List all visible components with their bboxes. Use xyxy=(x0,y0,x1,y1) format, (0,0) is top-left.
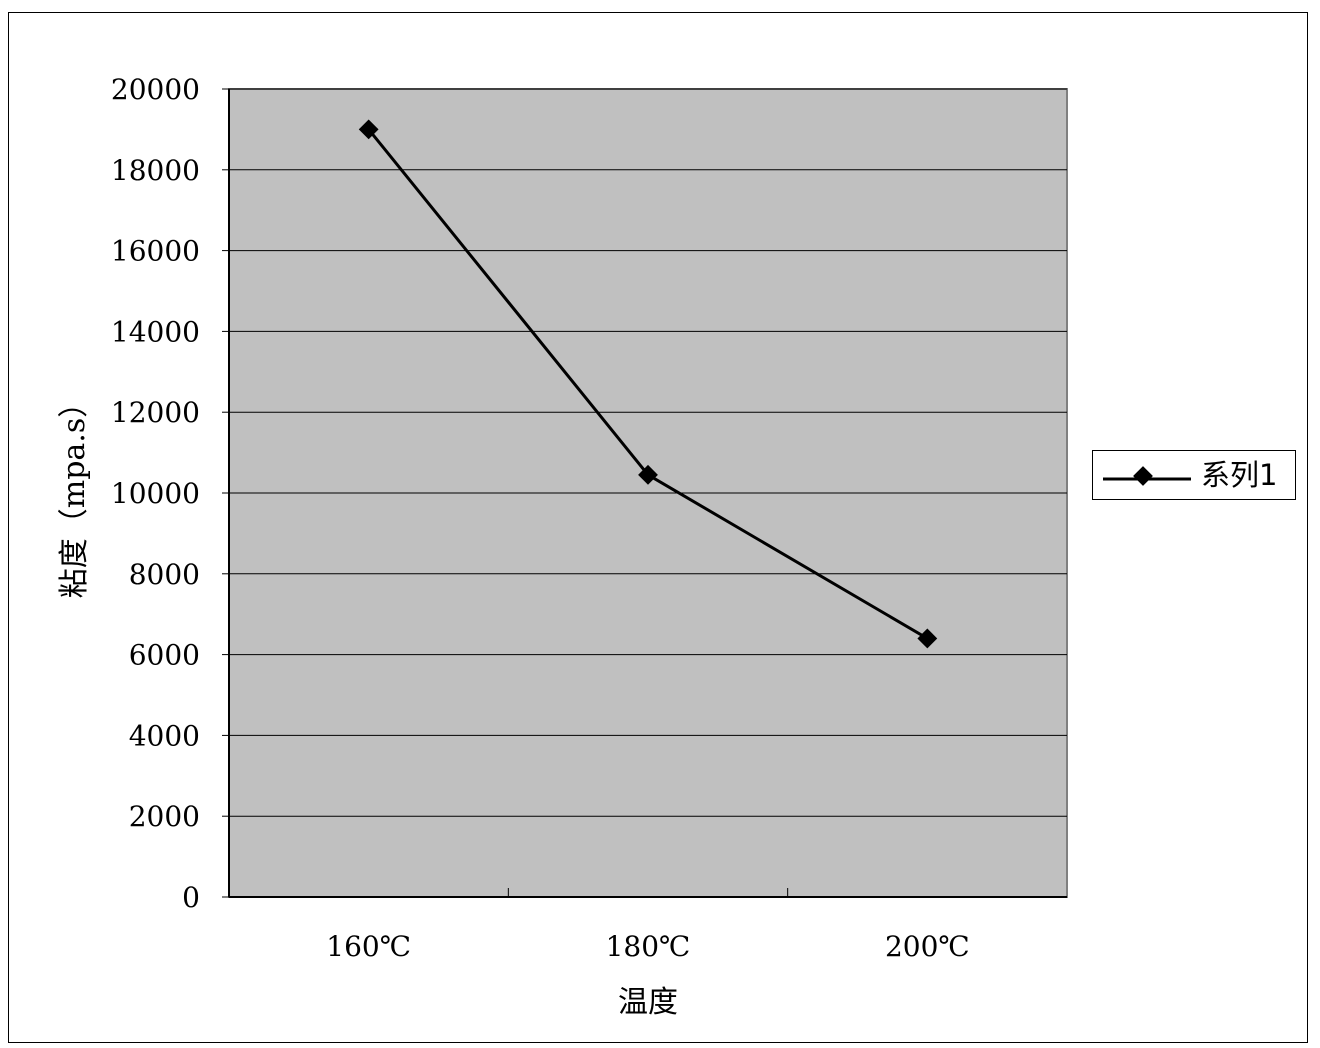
y-tick-label: 16000 xyxy=(111,235,200,268)
data-point xyxy=(358,119,379,140)
y-tick-label: 4000 xyxy=(129,719,200,752)
y-axis-ticks: 0 2000 4000 6000 8000 10000 12000 14000 16000 180… xyxy=(111,73,230,914)
x-tick-label: 200℃ xyxy=(885,930,970,963)
legend-marker xyxy=(1103,466,1191,486)
x-tick-label: 180℃ xyxy=(606,930,691,963)
legend-label-series-1: 系列1 xyxy=(1201,458,1278,492)
x-axis-title: 温度 xyxy=(618,985,678,1020)
data-point xyxy=(638,464,658,485)
y-axis-title: 粘度（mpa.s） xyxy=(57,388,92,598)
data-point xyxy=(917,628,938,649)
y-tick-label: 0 xyxy=(182,881,200,914)
y-tick-label: 8000 xyxy=(129,558,200,591)
y-tick-label: 10000 xyxy=(111,477,200,510)
gridlines xyxy=(229,88,1067,817)
y-tick-label: 14000 xyxy=(111,315,200,348)
x-axis-ticks: 160℃ 180℃ 200℃ xyxy=(229,888,1067,963)
y-tick-label: 6000 xyxy=(129,639,200,672)
data-points xyxy=(358,119,938,649)
y-tick-label: 2000 xyxy=(129,800,200,833)
y-tick-label: 12000 xyxy=(111,396,200,429)
y-tick-label: 18000 xyxy=(111,154,200,187)
y-tick-label: 20000 xyxy=(111,73,200,106)
x-tick-label: 160℃ xyxy=(326,930,411,963)
legend: 系列1 xyxy=(1092,450,1296,500)
